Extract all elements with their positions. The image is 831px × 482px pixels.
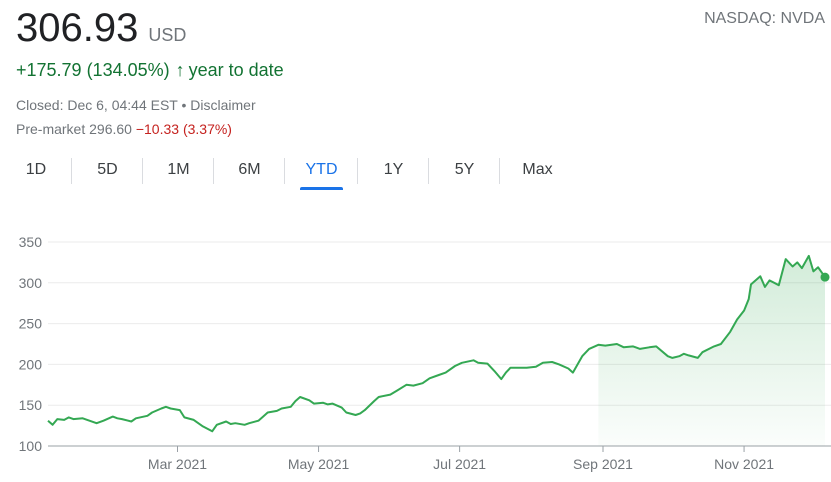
active-tab-indicator <box>300 187 343 190</box>
arrow-up-icon: ↑ <box>175 60 185 80</box>
exchange-ticker: NASDAQ: NVDA <box>704 10 825 27</box>
y-tick-label: 300 <box>19 275 43 291</box>
y-tick-label: 200 <box>19 356 43 372</box>
price-chart[interactable]: 100 150 200 250 300 350 Mar 2021 May 2021 Jul 20… <box>0 225 831 482</box>
tab-label: 5D <box>97 161 118 178</box>
tab-max[interactable]: Max <box>500 152 575 188</box>
price-row: 306.93 USD <box>16 2 186 54</box>
tab-label: 1M <box>167 161 190 178</box>
x-tick-label: May 2021 <box>288 456 350 472</box>
tab-ytd[interactable]: YTD <box>285 152 358 190</box>
current-price: 306.93 <box>16 6 139 50</box>
tab-label: 1D <box>25 161 47 178</box>
tab-label: Max <box>522 161 553 178</box>
premarket-row: Pre-market 296.60 −10.33 (3.37%) <box>16 121 232 137</box>
last-price-point <box>820 272 830 282</box>
x-tick-label: Mar 2021 <box>148 456 207 472</box>
premarket-change: −10.33 (3.37%) <box>135 121 232 137</box>
tab-5d[interactable]: 5D <box>72 152 143 188</box>
ytd-change-row: +175.79 (134.05%) ↑ year to date <box>16 60 284 81</box>
ytd-change-value: +175.79 (134.05%) <box>16 60 170 80</box>
x-tick-label: Nov 2021 <box>714 456 774 472</box>
x-tick-label: Sep 2021 <box>573 456 633 472</box>
y-tick-label: 100 <box>19 438 43 454</box>
tab-label: 1Y <box>383 161 404 178</box>
tab-label: 5Y <box>454 161 475 178</box>
x-tick-label: Jul 2021 <box>433 456 486 472</box>
y-tick-label: 250 <box>19 316 43 332</box>
premarket-price: Pre-market 296.60 <box>16 121 132 137</box>
series-area-fill <box>598 255 825 446</box>
period-label: year to date <box>188 60 284 80</box>
tab-6m[interactable]: 6M <box>214 152 285 188</box>
y-tick-label: 350 <box>19 234 43 250</box>
y-tick-label: 150 <box>19 397 43 413</box>
tab-5y[interactable]: 5Y <box>429 152 500 188</box>
price-line <box>47 254 826 433</box>
tab-label: 6M <box>238 161 261 178</box>
currency-label: USD <box>148 25 187 45</box>
tab-1m[interactable]: 1M <box>143 152 214 188</box>
tab-label: YTD <box>305 161 338 178</box>
tab-1y[interactable]: 1Y <box>358 152 429 188</box>
closed-status: Closed: Dec 6, 04:44 EST • Disclaimer <box>16 97 256 113</box>
tab-1d[interactable]: 1D <box>0 152 72 188</box>
range-tabs: 1D 5D 1M 6M YTD 1Y 5Y Max <box>0 152 575 192</box>
